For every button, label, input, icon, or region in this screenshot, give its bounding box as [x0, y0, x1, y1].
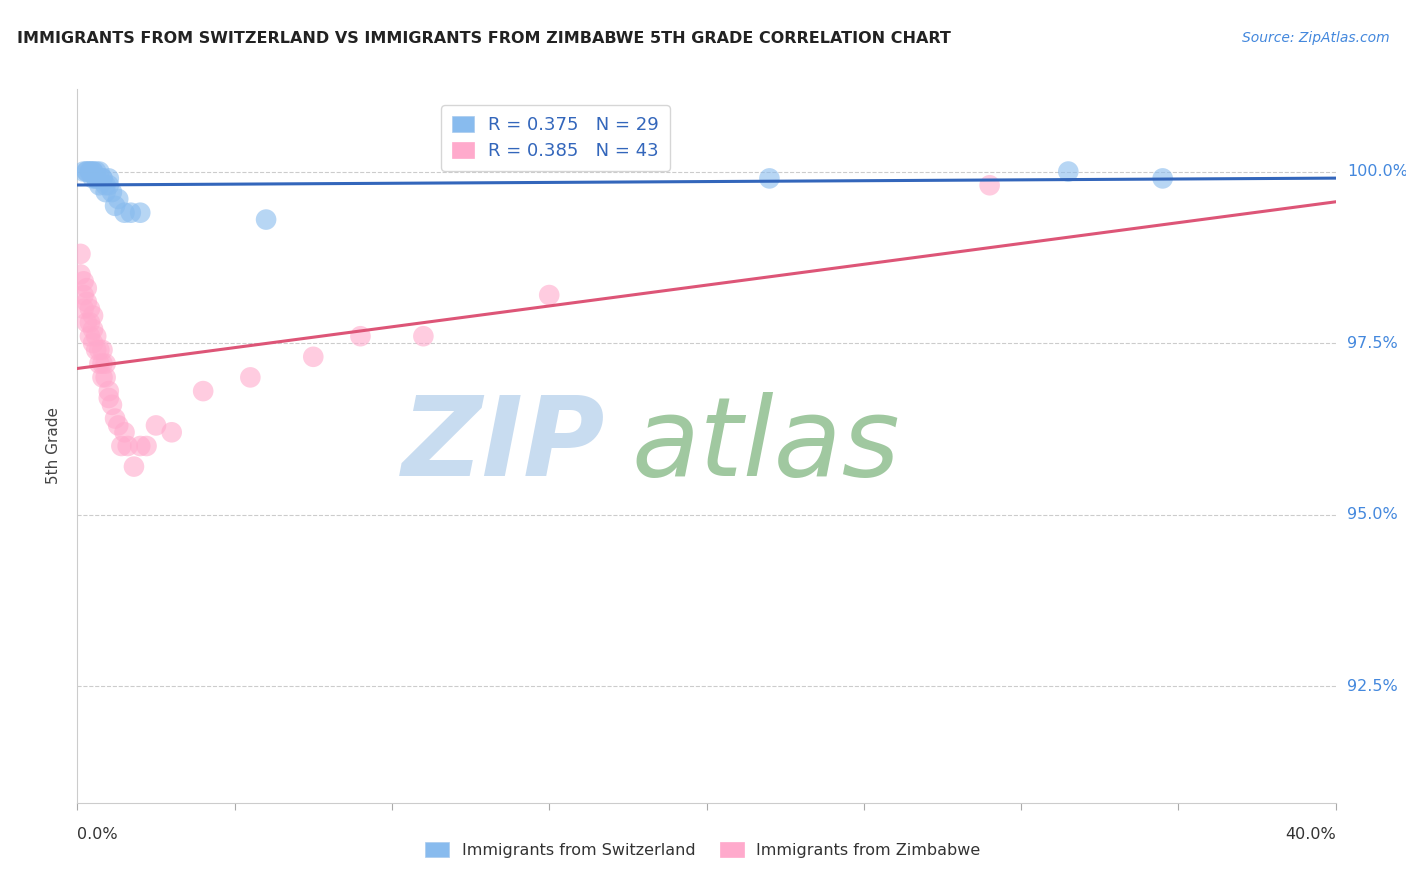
Point [94, 185, 117, 199]
Point [84, 329, 107, 343]
Point [79, 316, 101, 330]
Point [101, 185, 124, 199]
Point [107, 418, 129, 433]
Point [122, 459, 145, 474]
Point [101, 398, 124, 412]
Point [84, 164, 107, 178]
Y-axis label: 5th Grade: 5th Grade [46, 408, 62, 484]
Point [135, 439, 157, 453]
Point [76, 164, 98, 178]
Point [79, 329, 101, 343]
Point [84, 343, 107, 357]
Point [89, 178, 111, 193]
Text: 40.0%: 40.0% [1285, 827, 1336, 841]
Point [104, 411, 127, 425]
Legend: Immigrants from Switzerland, Immigrants from Zimbabwe: Immigrants from Switzerland, Immigrants … [419, 836, 987, 864]
Point [412, 329, 434, 343]
Point [191, 384, 215, 398]
Point [76, 164, 98, 178]
Point [82, 322, 104, 336]
Point [120, 205, 142, 219]
Point [72, 274, 94, 288]
Text: 95.0%: 95.0% [1347, 508, 1398, 522]
Point [76, 294, 98, 309]
Text: Source: ZipAtlas.com: Source: ZipAtlas.com [1241, 31, 1389, 45]
Point [349, 329, 371, 343]
Point [84, 171, 107, 186]
Point [72, 301, 94, 316]
Point [129, 439, 152, 453]
Point [110, 439, 132, 453]
Text: 97.5%: 97.5% [1347, 335, 1398, 351]
Text: 100.0%: 100.0% [1347, 164, 1406, 179]
Point [979, 178, 1001, 193]
Point [79, 164, 101, 178]
Point [145, 418, 167, 433]
Point [91, 370, 114, 384]
Point [89, 343, 111, 357]
Point [114, 205, 136, 219]
Point [254, 212, 277, 227]
Point [91, 171, 114, 186]
Point [79, 301, 101, 316]
Point [69, 247, 91, 261]
Point [94, 178, 117, 193]
Point [82, 309, 104, 323]
Point [97, 391, 120, 405]
Point [91, 171, 114, 186]
Point [89, 164, 111, 178]
Legend: R = 0.375   N = 29, R = 0.385   N = 43: R = 0.375 N = 29, R = 0.385 N = 43 [441, 105, 669, 170]
Point [94, 357, 117, 371]
Point [1152, 171, 1174, 186]
Point [97, 178, 120, 193]
Text: IMMIGRANTS FROM SWITZERLAND VS IMMIGRANTS FROM ZIMBABWE 5TH GRADE CORRELATION CH: IMMIGRANTS FROM SWITZERLAND VS IMMIGRANT… [17, 31, 950, 46]
Point [91, 357, 114, 371]
Point [76, 281, 98, 295]
Point [82, 336, 104, 351]
Point [82, 171, 104, 186]
Point [117, 439, 139, 453]
Point [1057, 164, 1080, 178]
Point [97, 171, 120, 186]
Point [84, 171, 107, 186]
Point [114, 425, 136, 440]
Point [82, 164, 104, 178]
Text: 0.0%: 0.0% [77, 827, 118, 841]
Point [94, 370, 117, 384]
Text: 92.5%: 92.5% [1347, 679, 1398, 694]
Point [91, 343, 114, 357]
Point [160, 425, 183, 440]
Point [129, 205, 152, 219]
Text: atlas: atlas [631, 392, 900, 500]
Point [758, 171, 780, 186]
Point [107, 192, 129, 206]
Point [89, 357, 111, 371]
Point [69, 268, 91, 282]
Point [97, 384, 120, 398]
Point [82, 164, 104, 178]
Point [302, 350, 325, 364]
Point [72, 164, 94, 178]
Point [76, 316, 98, 330]
Text: ZIP: ZIP [402, 392, 606, 500]
Point [538, 288, 561, 302]
Point [104, 199, 127, 213]
Point [79, 164, 101, 178]
Point [72, 288, 94, 302]
Point [239, 370, 262, 384]
